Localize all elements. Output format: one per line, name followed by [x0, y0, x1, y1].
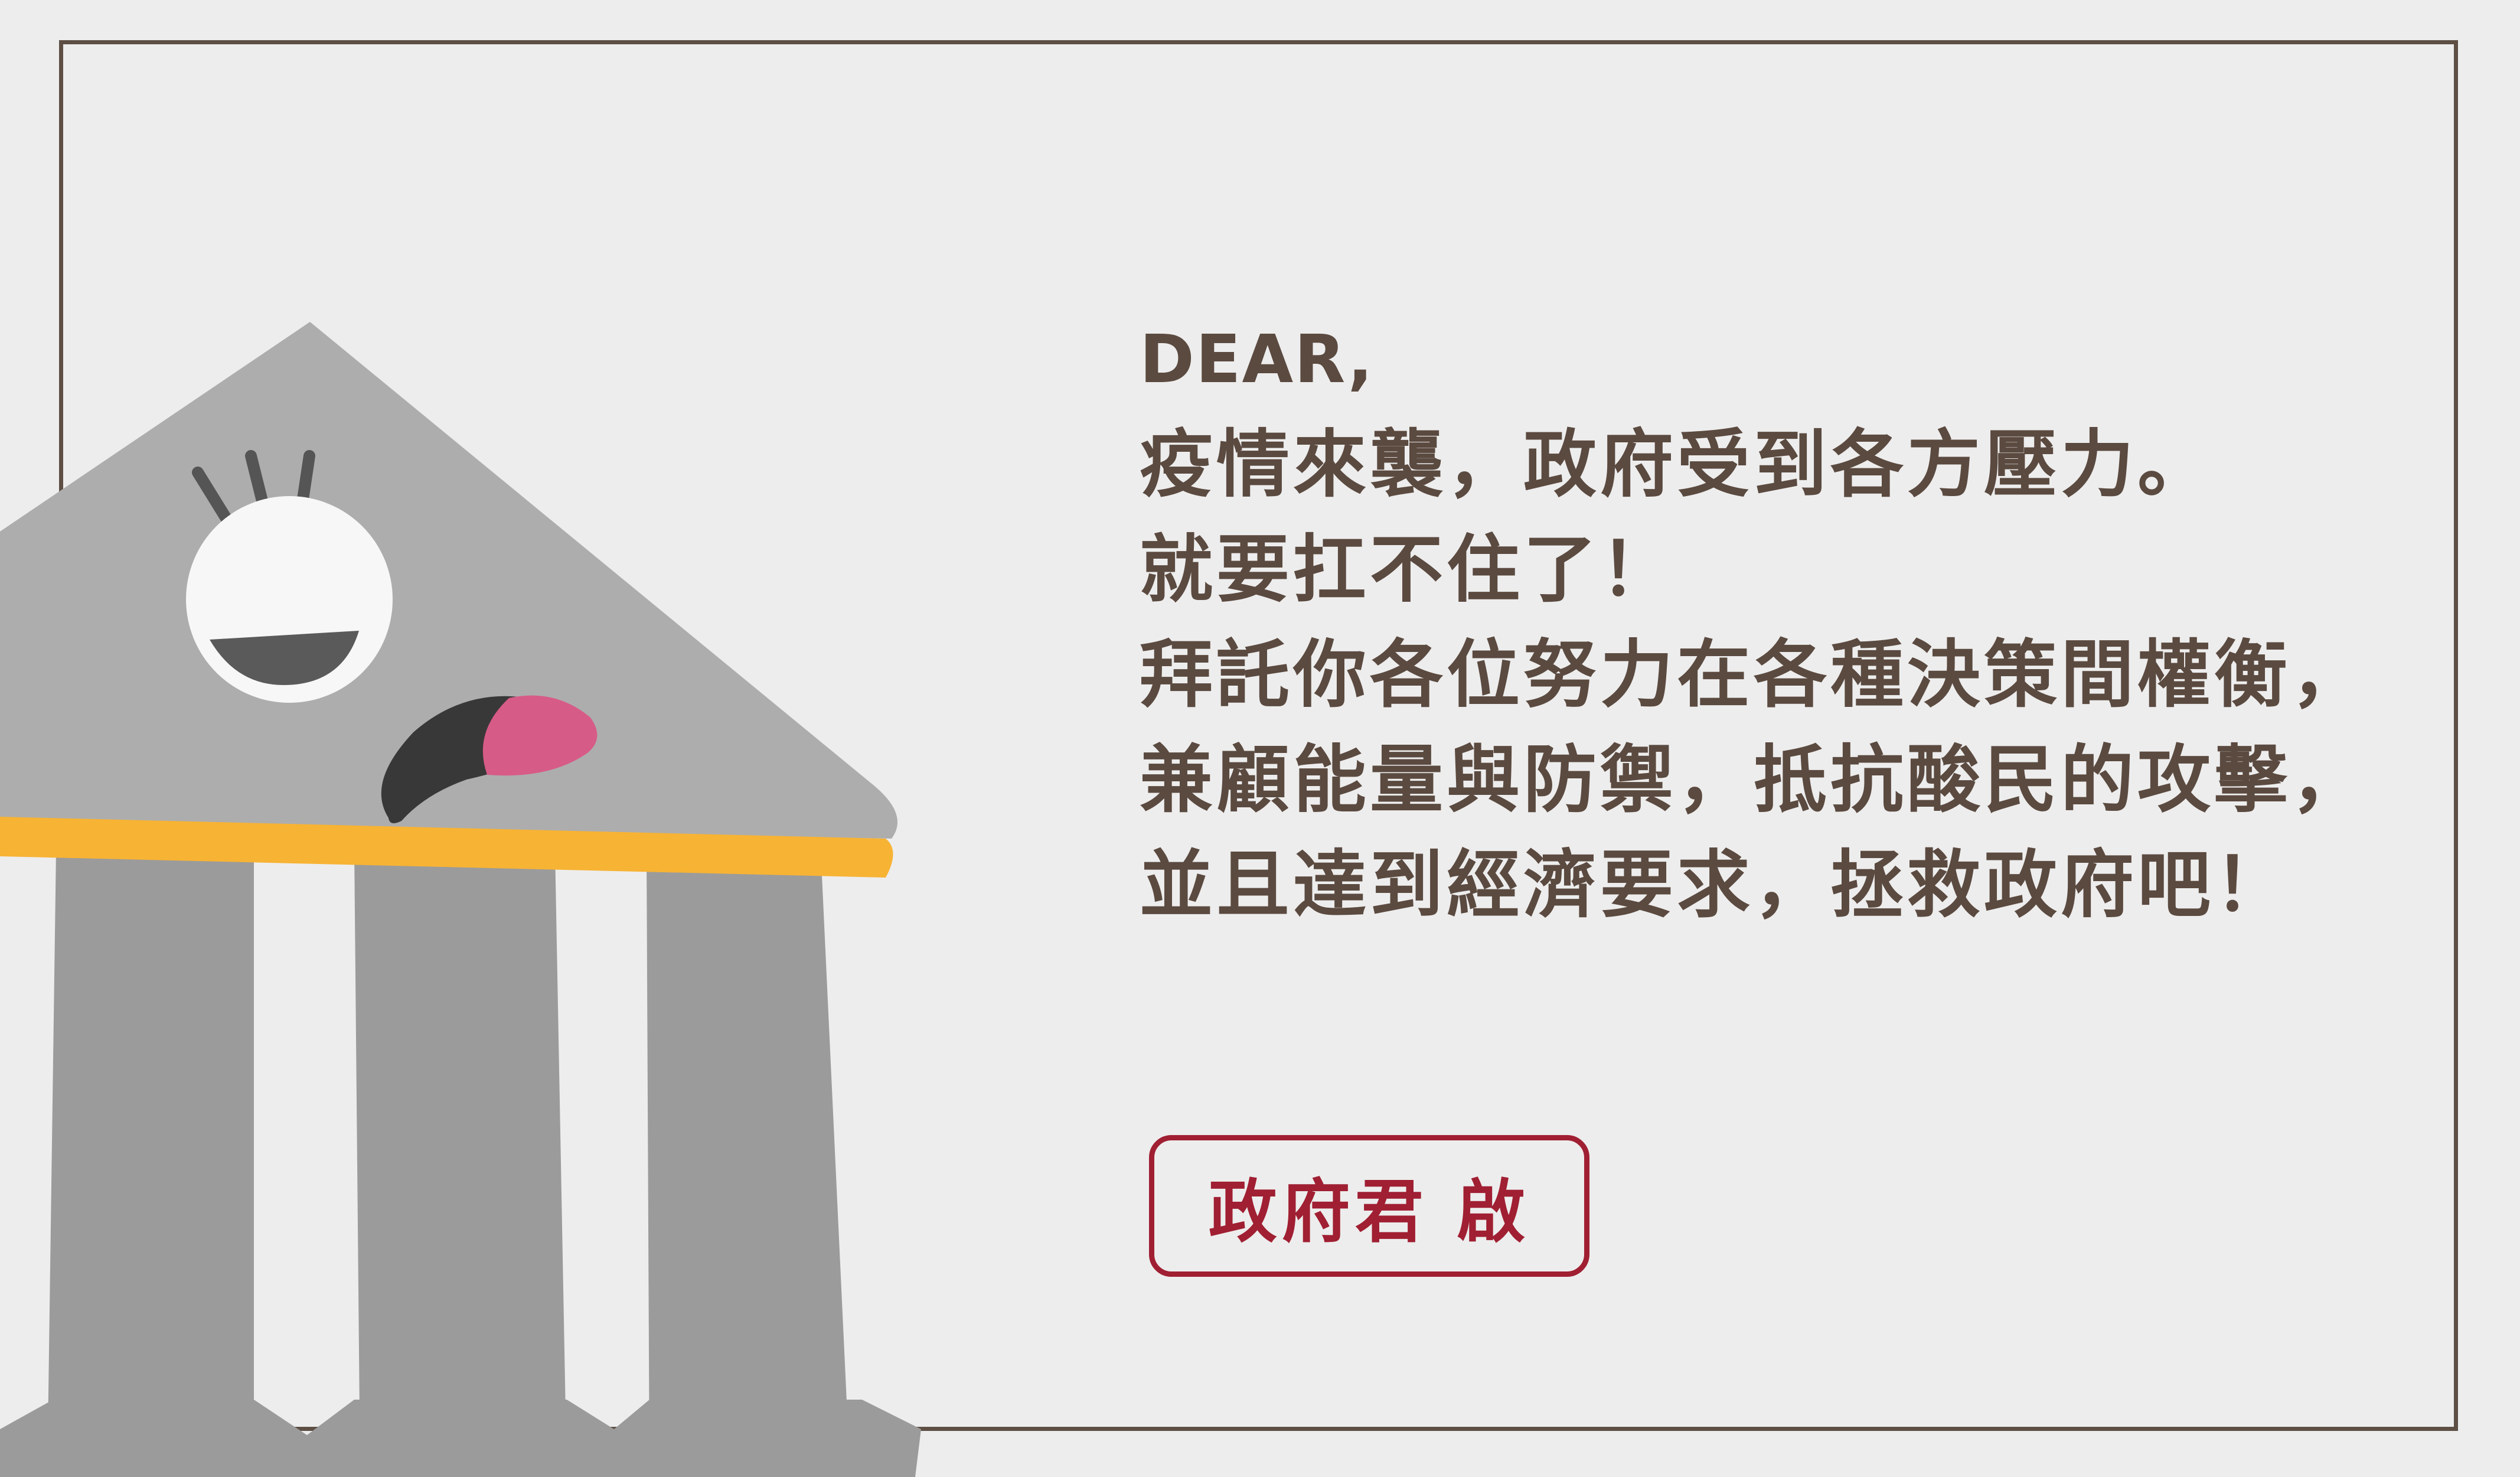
- tongue: [482, 695, 598, 776]
- letter-greeting: DEAR,: [1140, 321, 1375, 398]
- eyelid: [210, 631, 359, 685]
- letter-line: 兼顧能量與防禦，抵抗酸民的攻擊，: [1140, 738, 2368, 823]
- building-column: [354, 850, 567, 1477]
- letter-line: 就要扛不住了！: [1140, 527, 1677, 612]
- building-base: [0, 1400, 921, 1477]
- building-column: [47, 850, 254, 1477]
- government-sign-button[interactable]: 政府君 啟: [1149, 1135, 1589, 1277]
- building-trim: [0, 817, 893, 878]
- eyelash: [296, 450, 315, 509]
- letter-line: 疫情來襲，政府受到各方壓力。: [1140, 422, 2215, 507]
- letter-line: 拜託你各位努力在各種決策間權衡，: [1140, 632, 2368, 718]
- letter-body: DEAR, 疫情來襲，政府受到各方壓力。 就要扛不住了！ 拜託你各位努力在各種決…: [1140, 307, 2368, 938]
- eyelash: [245, 450, 269, 509]
- sign-button-label: 政府君 啟: [1208, 1172, 1530, 1252]
- building-column: [647, 850, 850, 1477]
- building-roof: [0, 322, 897, 839]
- letter-line: 並且達到經濟要求，拯救政府吧！: [1140, 843, 2291, 928]
- eyelash: [192, 467, 231, 523]
